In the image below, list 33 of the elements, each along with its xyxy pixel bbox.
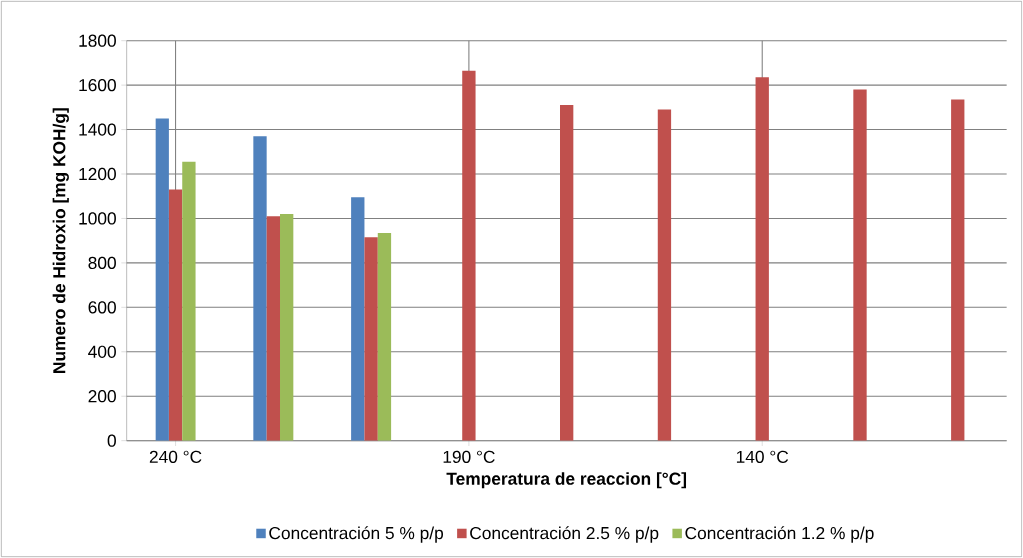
y-tick-label: 600 — [88, 301, 116, 314]
bar — [280, 214, 294, 441]
y-tick-label: 800 — [88, 256, 116, 270]
y-tick-label: 1600 — [79, 78, 116, 92]
bar — [182, 161, 196, 441]
bar — [266, 216, 280, 441]
x-tick-label: 140 °C — [736, 450, 789, 463]
bar — [853, 89, 867, 441]
legend-label: Concentración 2.5 % p/p — [470, 526, 659, 543]
y-tick-label: 400 — [88, 345, 116, 358]
bar — [168, 189, 183, 441]
bar — [351, 197, 365, 441]
bar — [560, 105, 574, 441]
bar — [377, 232, 392, 441]
x-tick-label: 190 °C — [443, 450, 495, 463]
bar — [951, 99, 965, 441]
y-tick-label: 1000 — [79, 212, 116, 225]
legend-label: Concentración 1.2 % p/p — [685, 526, 874, 543]
bar — [657, 109, 672, 441]
x-tick-label: 240 °C — [149, 450, 202, 463]
bar — [364, 237, 378, 441]
y-tick-label: 1400 — [79, 123, 116, 136]
bar — [155, 118, 169, 441]
x-axis-title: Temperatura de reaccion [°C] — [446, 472, 687, 489]
legend-label: Concentración 5 % p/p — [269, 526, 444, 543]
bar — [462, 70, 476, 441]
y-tick-label: 1800 — [79, 34, 116, 47]
y-tick-label: 0 — [107, 434, 116, 447]
bar — [253, 136, 267, 441]
bar — [755, 77, 769, 441]
y-axis-title: Numero de Hidroxio [mg KOH/g] — [52, 108, 69, 373]
y-tick-label: 1200 — [79, 167, 116, 181]
y-tick-label: 200 — [88, 390, 116, 403]
